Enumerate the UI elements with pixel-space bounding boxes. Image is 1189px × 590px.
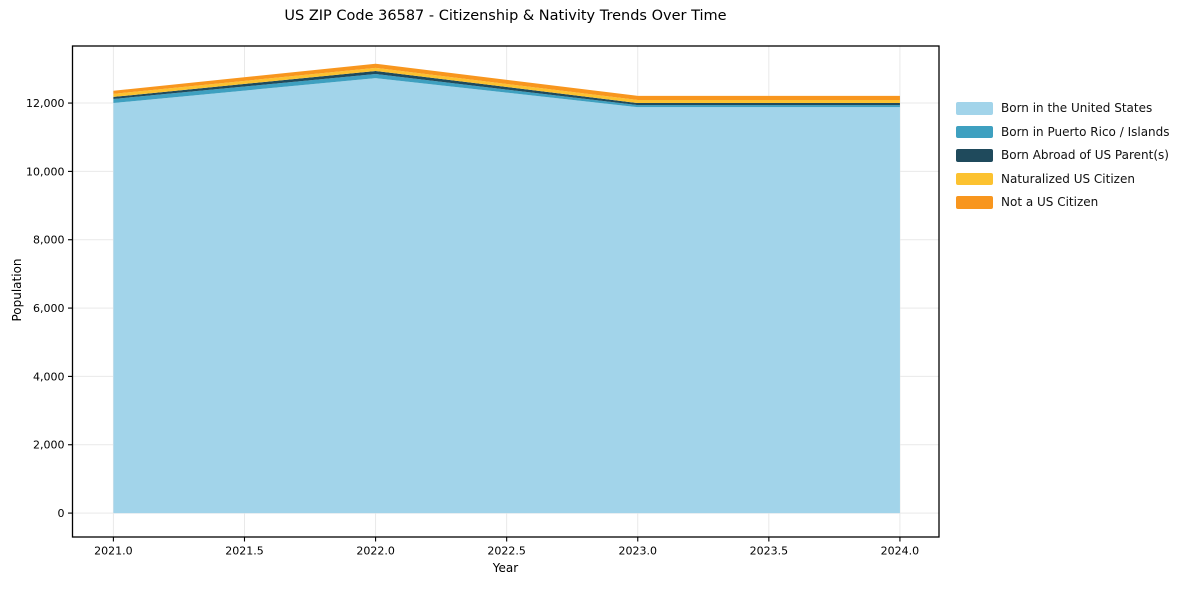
legend-label: Not a US Citizen	[1001, 195, 1099, 210]
legend-item-1: Born in Puerto Rico / Islands	[956, 124, 1170, 139]
x-tick-label: 2022.5	[487, 545, 526, 558]
legend: Born in the United States Born in Puerto …	[956, 101, 1170, 220]
legend-swatch	[956, 149, 993, 162]
legend-swatch	[956, 102, 993, 115]
area-series-2	[113, 70, 900, 106]
chart-title: US ZIP Code 36587 - Citizenship & Nativi…	[284, 8, 727, 24]
legend-swatch	[956, 196, 993, 209]
legend-item-4: Not a US Citizen	[956, 195, 1170, 210]
area-series-0	[113, 78, 900, 514]
plot-border	[71, 45, 940, 538]
legend-swatch	[956, 125, 993, 138]
x-tick-label: 2021.5	[225, 545, 264, 558]
legend-item-0: Born in the United States	[956, 101, 1170, 116]
legend-label: Born Abroad of US Parent(s)	[1001, 148, 1169, 163]
y-tick-label: 12,000	[26, 97, 65, 110]
y-tick-label: 4,000	[33, 370, 65, 383]
legend-label: Naturalized US Citizen	[1001, 171, 1135, 186]
legend-label: Born in Puerto Rico / Islands	[1001, 124, 1170, 139]
y-axis-label: Population	[10, 258, 24, 322]
y-tick-label: 10,000	[26, 165, 65, 178]
x-tick-label: 2023.5	[750, 545, 789, 558]
y-tick-label: 6,000	[33, 302, 65, 315]
y-tick-label: 8,000	[33, 234, 65, 247]
legend-item-3: Naturalized US Citizen	[956, 171, 1170, 186]
area-series-3	[113, 67, 900, 104]
x-axis-label: Year	[492, 561, 519, 575]
area-series-1	[113, 74, 900, 108]
y-tick-label: 0	[58, 507, 65, 520]
legend-swatch	[956, 172, 993, 185]
x-tick-label: 2024.0	[881, 545, 920, 558]
x-tick-label: 2022.0	[356, 545, 395, 558]
y-tick-label: 2,000	[33, 439, 65, 452]
x-tick-label: 2021.0	[94, 545, 133, 558]
legend-label: Born in the United States	[1001, 101, 1153, 116]
legend-item-2: Born Abroad of US Parent(s)	[956, 148, 1170, 163]
x-tick-label: 2023.0	[619, 545, 658, 558]
area-series-4	[113, 63, 900, 100]
